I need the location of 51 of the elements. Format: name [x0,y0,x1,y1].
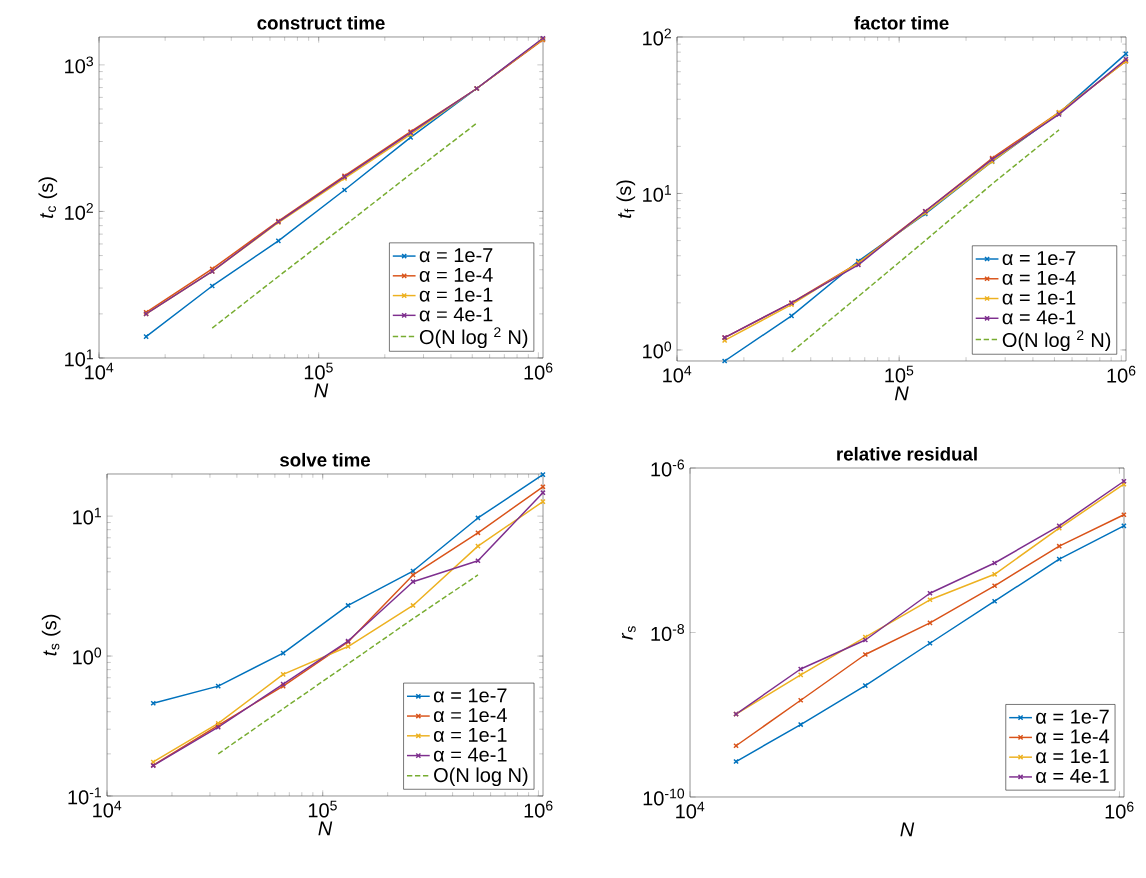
x-tick-label: 10$^{6}$ [524,362,553,380]
y-tick-label: 10$^{-6}$ [651,459,685,477]
x-axis-title: N [318,821,333,836]
legend-label: O(N log $^{2}$ N) [419,327,528,349]
y-tick-label: 10$^{3}$ [65,56,94,74]
legend-label: α = 1e-1 [1036,749,1109,764]
y-axis-title: t$_{f}$ (s) [616,180,636,218]
y-tick-label: 10$^{2}$ [65,202,93,220]
legend-label: O(N log N) [434,767,528,787]
x-tick-label: 10$^{4}$ [93,800,122,818]
x-tick-label: 10$^{5}$ [308,800,337,818]
legend-label: α = 1e-7 [1036,709,1109,724]
x-tick-label: 10$^{5}$ [304,362,333,380]
y-axis-title: t$_{c}$ (s) [38,177,58,218]
y-tick-label: 10$^{0}$ [643,341,672,359]
legend-label: α = 1e-1 [1002,290,1076,305]
legend-label: α = 4e-1 [433,747,507,762]
x-tick-label: 10$^{6}$ [1107,365,1136,383]
legend-label: α = 1e-1 [419,287,493,302]
y-axis-title: t$_{s}$ (s) [41,614,61,656]
x-tick-label: 10$^{4}$ [85,362,114,380]
x-axis-title: N [314,383,329,398]
y-tick-label: 10$^{1}$ [643,185,671,202]
legend-label: α = 1e-7 [419,248,493,263]
x-axis-title: N [894,386,909,401]
legend-label: α = 4e-1 [419,307,493,322]
legend-label: α = 1e-7 [433,688,507,703]
y-tick-label: 10$^{1}$ [73,507,101,525]
legend-label: α = 1e-4 [433,708,507,723]
x-tick-label: 10$^{6}$ [524,800,553,818]
legend-label: α = 1e-7 [1002,251,1076,266]
legend-label: α = 4e-1 [1002,310,1076,325]
legend-label: α = 4e-1 [1036,769,1109,783]
legend-label: α = 1e-4 [1036,729,1110,744]
x-axis-title: N [900,822,915,837]
legend-label: α = 1e-1 [433,727,507,742]
x-tick-label: 10$^{6}$ [1105,801,1134,819]
legend-label: O(N log $^{2}$ N) [1002,330,1111,352]
x-tick-label: 10$^{4}$ [676,801,705,819]
x-tick-label: 10$^{5}$ [885,365,914,383]
chart-title: factor time [854,15,949,30]
chart-title: relative residual [837,446,977,461]
y-tick-label: 10$^{-8}$ [651,624,685,641]
chart-title: construct time [257,15,385,30]
legend-label: α = 1e-4 [419,267,493,282]
y-tick-label: 10$^{0}$ [73,647,102,665]
y-tick-label: 10$^{2}$ [643,28,671,46]
legend-label: α = 1e-4 [1002,270,1076,285]
y-axis-title: r$_{s}$ [621,626,636,640]
chart-title: solve time [280,452,371,467]
x-tick-label: 10$^{4}$ [663,365,692,383]
